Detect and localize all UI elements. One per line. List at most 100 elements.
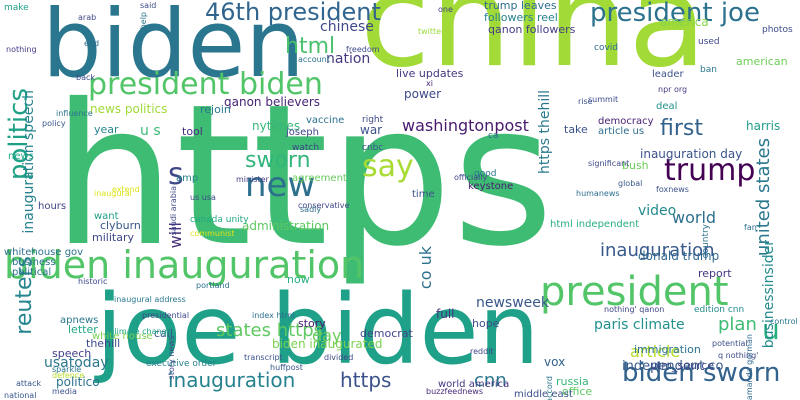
cloud-word: https thehill xyxy=(537,90,553,174)
cloud-word: sworn xyxy=(245,148,311,173)
cloud-word: covid xyxy=(594,43,618,53)
cloud-word: arab xyxy=(78,13,97,22)
cloud-word: humanews xyxy=(576,189,620,198)
cloud-word: minister xyxy=(236,175,269,184)
cloud-word: foxnews xyxy=(656,185,689,194)
cloud-word: world xyxy=(672,208,717,227)
cloud-word: story xyxy=(298,317,326,330)
cloud-word: joseph xyxy=(286,127,319,138)
cloud-word: democracy xyxy=(598,116,654,127)
cloud-word: attack xyxy=(16,379,42,388)
cloud-word: inauguration xyxy=(168,368,296,392)
cloud-word: full xyxy=(436,307,455,321)
cloud-word: amp xyxy=(176,173,199,184)
cloud-word: cnn xyxy=(474,370,507,391)
cloud-word: year xyxy=(94,123,119,136)
cloud-word: president joe xyxy=(590,0,760,28)
cloud-word: inauguration day xyxy=(640,147,743,161)
cloud-word: photos xyxy=(762,25,793,35)
cloud-word: rise xyxy=(578,97,593,106)
cloud-word: hope xyxy=(472,317,500,330)
cloud-word: https xyxy=(340,368,392,392)
cloud-word: bush xyxy=(622,159,649,172)
cloud-word: newsweek xyxy=(476,295,550,311)
cloud-word: president biden xyxy=(88,67,323,102)
cloud-word: political xyxy=(12,267,52,278)
cloud-word: end xyxy=(84,39,100,48)
cloud-word: us usa xyxy=(190,193,216,202)
cloud-word: 46th president xyxy=(205,0,381,26)
cloud-word: influence xyxy=(56,109,93,118)
cloud-word: officially xyxy=(454,173,488,182)
cloud-word: war xyxy=(360,123,383,137)
cloud-word: saudi arabia xyxy=(169,186,178,236)
cloud-word: communist xyxy=(190,229,235,238)
cloud-word: russia xyxy=(556,375,589,388)
cloud-word: trump leaves xyxy=(484,0,557,12)
cloud-word: clyburn xyxy=(100,219,141,232)
cloud-word: washingtonpost xyxy=(402,116,529,135)
cloud-word: reddit xyxy=(470,347,494,356)
cloud-word: hours xyxy=(38,201,67,212)
cloud-word: back xyxy=(76,73,96,82)
cloud-word: states https xyxy=(216,320,324,341)
cloud-word: edition cnn xyxy=(694,305,745,315)
cloud-word: climate change xyxy=(110,327,172,336)
cloud-word: united states xyxy=(753,138,774,257)
cloud-word: new xyxy=(245,165,316,205)
cloud-word: letter xyxy=(68,323,98,336)
cloud-word: call xyxy=(154,327,173,340)
cloud-word: u xyxy=(762,313,780,346)
cloud-word: apnews xyxy=(60,315,99,326)
cloud-word: executive order xyxy=(146,359,217,369)
cloud-word: fan xyxy=(744,223,757,232)
cloud-word: story news xyxy=(167,336,176,380)
cloud-word: presidential xyxy=(142,311,190,320)
cloud-word: president xyxy=(540,269,729,315)
cloud-word: co uk xyxy=(416,246,435,290)
cloud-word: good xyxy=(474,169,497,179)
cloud-word: vox xyxy=(544,355,566,369)
cloud-word: country xyxy=(701,224,711,259)
cloud-word: plan xyxy=(718,314,757,335)
cloud-word: day xyxy=(312,326,342,345)
cloud-word: keystone xyxy=(468,181,514,192)
cloud-word: index html xyxy=(252,311,295,320)
cloud-word: used xyxy=(698,37,720,47)
cloud-word: take xyxy=(564,123,588,136)
cloud-word: thehill xyxy=(86,337,121,350)
cloud-word: make xyxy=(4,3,29,13)
cloud-word: extend xyxy=(112,185,140,194)
cloud-word: global xyxy=(618,179,643,188)
cloud-word: biden inauguration xyxy=(4,243,365,287)
cloud-word: conservative xyxy=(298,201,350,210)
cloud-word: nothing' qanon xyxy=(604,305,665,314)
cloud-word: huffpost xyxy=(270,363,303,372)
cloud-word: whitehouse gov xyxy=(4,247,84,258)
cloud-word: news politics xyxy=(90,102,168,116)
cloud-word: say xyxy=(362,149,414,184)
cloud-word: divided xyxy=(324,353,354,362)
cloud-word: businessinsider xyxy=(761,240,777,349)
cloud-word: https xyxy=(52,62,554,289)
cloud-word: office xyxy=(562,385,593,398)
cloud-word: independent co xyxy=(622,359,724,374)
cloud-word: biden inaugurated xyxy=(272,337,383,351)
cloud-word: first xyxy=(660,116,703,141)
cloud-word: nation xyxy=(326,51,371,67)
cloud-word: sparkle xyxy=(52,365,82,374)
cloud-word: canada unity xyxy=(190,215,249,225)
cloud-word: china xyxy=(360,0,707,96)
cloud-word: html xyxy=(285,34,336,59)
cloud-word: significant xyxy=(588,159,630,168)
cloud-word: nothing xyxy=(6,45,37,54)
cloud-word: freedom xyxy=(346,45,380,54)
cloud-word: buzzfeednews xyxy=(426,387,483,396)
cloud-word: portland xyxy=(196,281,230,290)
cloud-word: donald trump xyxy=(638,249,720,263)
cloud-word: inaugural xyxy=(94,189,132,198)
cloud-word: tool xyxy=(182,125,203,138)
cloud-word: s xyxy=(168,157,184,192)
cloud-word: control xyxy=(770,317,798,326)
